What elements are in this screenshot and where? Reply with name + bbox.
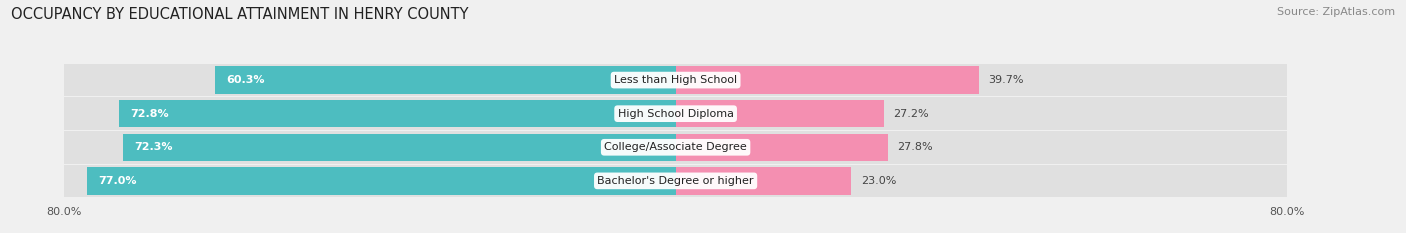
Text: 23.0%: 23.0% bbox=[860, 176, 896, 186]
Bar bbox=[676, 164, 1288, 197]
Text: 72.8%: 72.8% bbox=[131, 109, 169, 119]
Text: 27.2%: 27.2% bbox=[893, 109, 928, 119]
Bar bbox=[63, 64, 676, 96]
Text: Less than High School: Less than High School bbox=[614, 75, 737, 85]
Text: 77.0%: 77.0% bbox=[98, 176, 136, 186]
Text: 27.8%: 27.8% bbox=[897, 142, 934, 152]
Bar bbox=[676, 100, 883, 127]
Bar bbox=[120, 100, 676, 127]
Bar bbox=[676, 97, 1288, 130]
Bar bbox=[676, 134, 889, 161]
Text: Source: ZipAtlas.com: Source: ZipAtlas.com bbox=[1277, 7, 1395, 17]
Bar bbox=[63, 164, 676, 197]
Text: Bachelor's Degree or higher: Bachelor's Degree or higher bbox=[598, 176, 754, 186]
Text: OCCUPANCY BY EDUCATIONAL ATTAINMENT IN HENRY COUNTY: OCCUPANCY BY EDUCATIONAL ATTAINMENT IN H… bbox=[11, 7, 468, 22]
Bar bbox=[676, 64, 1288, 96]
Bar bbox=[122, 134, 676, 161]
Text: 60.3%: 60.3% bbox=[226, 75, 264, 85]
Bar bbox=[215, 66, 676, 94]
Text: 39.7%: 39.7% bbox=[988, 75, 1024, 85]
Text: College/Associate Degree: College/Associate Degree bbox=[605, 142, 747, 152]
Bar bbox=[676, 167, 852, 195]
Bar bbox=[87, 167, 676, 195]
Bar bbox=[676, 131, 1288, 164]
Text: High School Diploma: High School Diploma bbox=[617, 109, 734, 119]
Bar bbox=[63, 97, 676, 130]
Text: 72.3%: 72.3% bbox=[134, 142, 173, 152]
Bar bbox=[676, 66, 979, 94]
Bar bbox=[63, 131, 676, 164]
